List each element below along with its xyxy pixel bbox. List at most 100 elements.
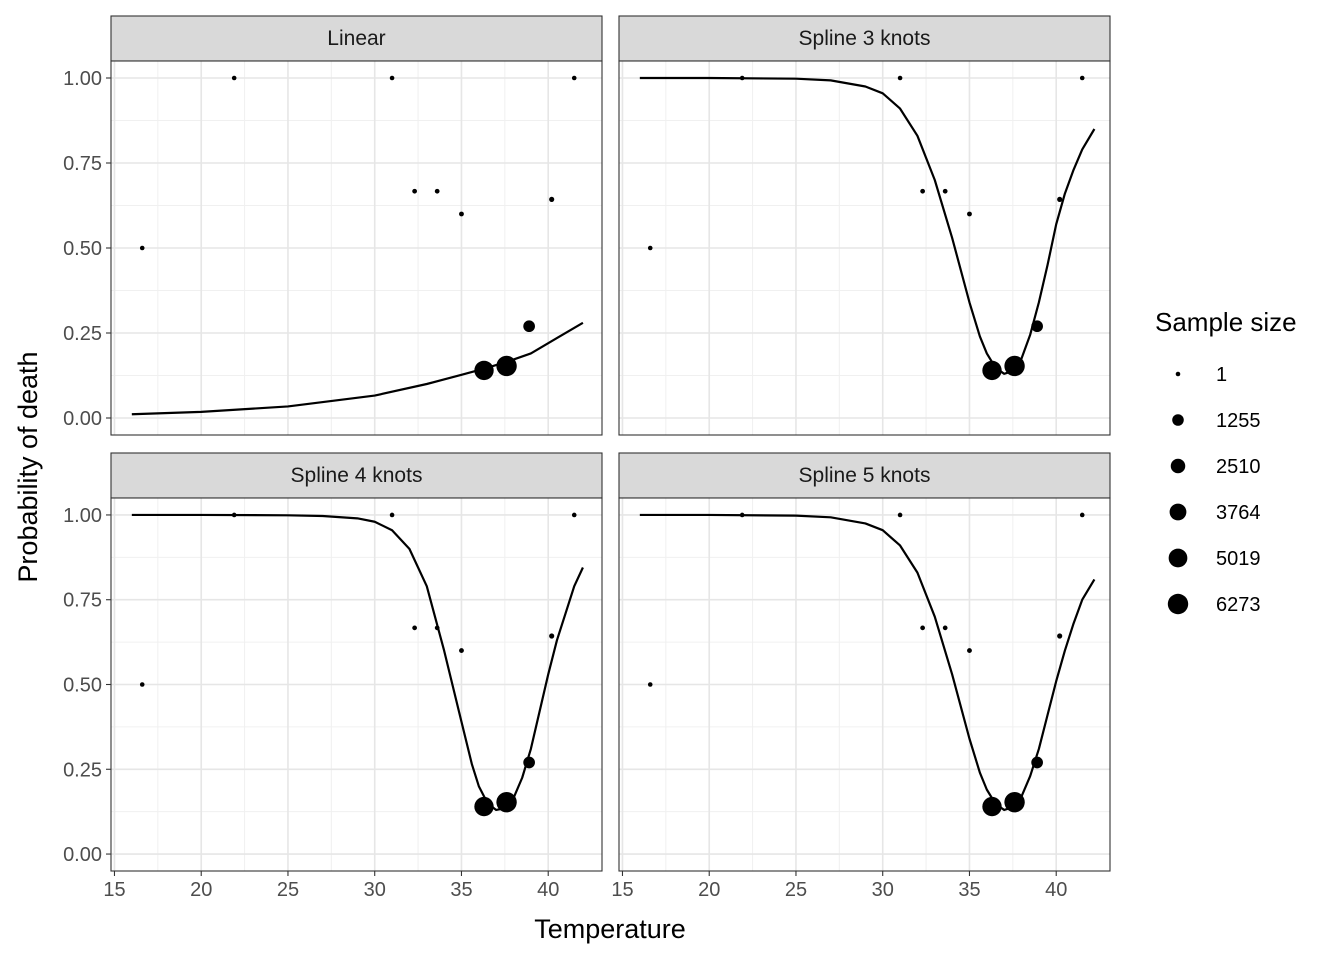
legend-key xyxy=(1167,593,1189,615)
x-tick-label: 40 xyxy=(537,879,559,901)
legend-key xyxy=(1172,414,1184,426)
data-point xyxy=(647,682,653,687)
x-tick-label: 20 xyxy=(190,879,212,901)
fitted-curve xyxy=(639,513,1096,812)
legend-label: 2510 xyxy=(1216,456,1261,478)
panel-2: Spline 4 knots xyxy=(110,452,603,872)
y-tick-label: 0.50 xyxy=(63,675,102,697)
data-point xyxy=(920,625,925,631)
x-tick-label: 40 xyxy=(1045,879,1067,901)
legend-label: 5019 xyxy=(1216,548,1261,570)
data-point xyxy=(231,512,237,518)
x-tick-label: 25 xyxy=(277,879,299,901)
fitted-curve xyxy=(131,513,584,812)
data-point xyxy=(474,796,494,817)
data-point xyxy=(412,625,417,631)
data-point xyxy=(523,320,535,333)
data-point xyxy=(967,648,972,654)
legend-label: 1255 xyxy=(1216,410,1261,432)
data-point xyxy=(549,196,555,202)
x-tick-label: 15 xyxy=(611,879,633,901)
y-tick-label: 0.00 xyxy=(63,844,102,866)
panel-3: Spline 5 knots xyxy=(618,452,1111,872)
data-point xyxy=(982,796,1002,817)
size-legend: Sample size 1 1255 2510 3764 5019 6273 xyxy=(1155,307,1297,616)
x-tick-label: 20 xyxy=(698,879,720,901)
data-point xyxy=(1079,512,1085,518)
x-tick-label: 25 xyxy=(785,879,807,901)
data-point xyxy=(897,75,903,81)
facet-strip-label: Spline 5 knots xyxy=(799,464,931,487)
data-point xyxy=(1031,320,1043,333)
data-point xyxy=(571,75,577,81)
panel-0: Linear xyxy=(110,15,603,436)
y-tick-label: 1.00 xyxy=(63,505,102,527)
data-point xyxy=(1079,75,1085,81)
data-point xyxy=(920,188,925,194)
legend-key xyxy=(1175,371,1181,377)
data-point xyxy=(942,625,948,631)
facet-strip xyxy=(110,452,603,499)
data-point xyxy=(434,188,440,194)
facet-strip xyxy=(110,15,603,62)
panel-1: Spline 3 knots xyxy=(618,15,1111,436)
y-tick-label: 0.25 xyxy=(63,759,102,781)
panel-border xyxy=(618,497,1111,872)
x-tick-label: 30 xyxy=(872,879,894,901)
legend-title: Sample size xyxy=(1155,307,1297,337)
axes-layer: 0.00 0.25 0.50 0.75 1.00 0.00 0.25 0.50 0.75 1.00… xyxy=(63,68,1067,901)
x-tick-label: 35 xyxy=(958,879,980,901)
data-point xyxy=(523,756,535,769)
data-point xyxy=(982,360,1002,381)
y-tick-label: 0.00 xyxy=(63,408,102,430)
data-point xyxy=(1057,633,1063,639)
legend-label: 1 xyxy=(1216,364,1227,386)
data-point xyxy=(459,648,464,654)
y-axis-title: Probability of death xyxy=(13,351,43,582)
fitted-curve xyxy=(131,321,584,416)
data-point xyxy=(1004,355,1025,377)
data-point xyxy=(139,682,145,687)
facet-strip xyxy=(618,15,1111,62)
panel-border xyxy=(618,60,1111,436)
x-tick-label: 35 xyxy=(450,879,472,901)
y-tick-label: 1.00 xyxy=(63,68,102,90)
legend-key xyxy=(1170,458,1186,474)
facet-strip-label: Spline 4 knots xyxy=(291,464,423,487)
y-tick-label: 0.75 xyxy=(63,590,102,612)
data-point xyxy=(1057,196,1063,202)
data-point xyxy=(739,75,745,81)
data-point xyxy=(967,211,972,217)
data-point xyxy=(434,625,440,631)
y-tick-label: 0.75 xyxy=(63,153,102,175)
legend-key xyxy=(1168,548,1188,568)
panels-layer: Linear Spline 3 knots Spline 4 knots Spline… xyxy=(110,15,1111,872)
legend-key xyxy=(1169,503,1187,521)
legend-items: 1 1255 2510 3764 5019 6273 xyxy=(1167,364,1261,616)
data-point xyxy=(571,512,577,518)
data-point xyxy=(459,211,464,217)
data-point xyxy=(739,512,745,518)
data-point xyxy=(897,512,903,518)
data-point xyxy=(549,633,555,639)
data-point xyxy=(647,245,653,251)
legend-label: 3764 xyxy=(1216,502,1261,524)
data-point xyxy=(1004,791,1025,813)
fitted-curve xyxy=(639,76,1096,375)
data-point xyxy=(389,75,395,81)
x-tick-label: 15 xyxy=(103,879,125,901)
y-tick-label: 0.25 xyxy=(63,323,102,345)
data-point xyxy=(1031,756,1043,769)
data-point xyxy=(231,75,237,81)
facet-strip-label: Linear xyxy=(327,27,385,50)
x-axis-title: Temperature xyxy=(534,914,686,944)
data-point xyxy=(496,355,517,377)
data-point xyxy=(389,512,395,518)
data-point xyxy=(496,791,517,813)
data-point xyxy=(942,188,948,194)
data-point xyxy=(139,245,145,251)
legend-label: 6273 xyxy=(1216,594,1261,616)
facet-strip xyxy=(618,452,1111,499)
y-tick-label: 0.50 xyxy=(63,238,102,260)
